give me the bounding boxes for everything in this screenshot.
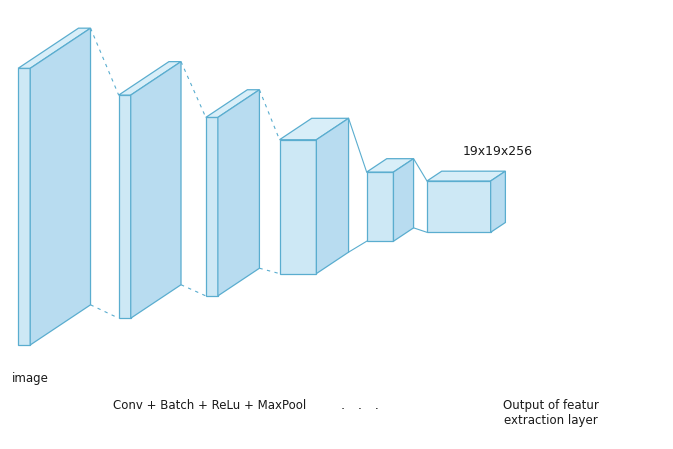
Text: 19x19x256: 19x19x256 <box>463 145 533 158</box>
Polygon shape <box>18 68 30 345</box>
Polygon shape <box>118 95 131 318</box>
Polygon shape <box>206 117 218 296</box>
Polygon shape <box>367 172 394 241</box>
Polygon shape <box>206 90 259 117</box>
Polygon shape <box>491 171 505 232</box>
Polygon shape <box>279 118 349 140</box>
Text: Output of featur
extraction layer: Output of featur extraction layer <box>503 399 599 427</box>
Polygon shape <box>218 90 259 296</box>
Polygon shape <box>131 62 181 318</box>
Polygon shape <box>394 158 414 241</box>
Text: image: image <box>11 372 48 385</box>
Polygon shape <box>367 158 414 172</box>
Polygon shape <box>18 28 91 68</box>
Text: .   .   .: . . . <box>341 399 379 412</box>
Polygon shape <box>427 181 491 232</box>
Polygon shape <box>279 140 316 273</box>
Polygon shape <box>427 171 505 181</box>
Polygon shape <box>316 118 349 273</box>
Text: Conv + Batch + ReLu + MaxPool: Conv + Batch + ReLu + MaxPool <box>112 399 306 412</box>
Polygon shape <box>30 28 91 345</box>
Polygon shape <box>118 62 181 95</box>
